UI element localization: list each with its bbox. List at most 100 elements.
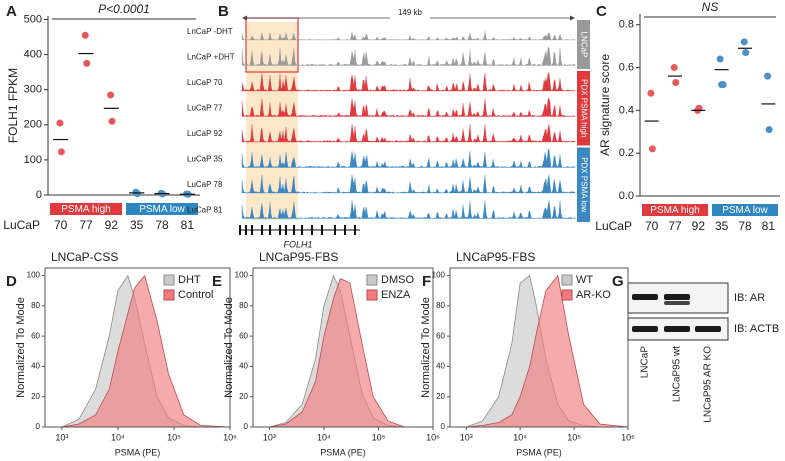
y-tick-label: 0.0 — [619, 190, 634, 202]
legend-label: WT — [576, 274, 593, 286]
row-label: IB: AR — [734, 292, 765, 304]
legend-swatch — [163, 274, 175, 286]
histogram-area — [466, 274, 629, 428]
data-point — [107, 91, 115, 99]
group-label: PSMA high — [650, 205, 699, 216]
y-tick-label: 80 — [31, 301, 40, 310]
group-side-bar — [577, 147, 590, 222]
panel-letter: G — [612, 273, 624, 290]
y-tick-label: 0.8 — [619, 19, 634, 31]
group-bar — [642, 204, 708, 216]
legend-swatch — [366, 289, 378, 301]
panel-letter: B — [218, 3, 229, 20]
y-axis-label: Normalized To Mode — [420, 297, 432, 398]
x-axis-label: LuCaP — [3, 218, 40, 232]
y-axis-label: Normalized To Mode — [223, 297, 235, 398]
data-point — [648, 145, 656, 153]
panel-letter: A — [6, 3, 17, 20]
x-tick-label: 81 — [181, 218, 195, 232]
track-label: LuCaP 78 — [187, 180, 223, 189]
histogram-area — [269, 278, 433, 428]
exon — [239, 225, 241, 235]
y-tick-label: 100 — [27, 271, 41, 280]
exon — [301, 225, 303, 235]
track-label: LuCaP 70 — [187, 78, 223, 87]
track-label: LnCaP -DHT — [187, 27, 233, 36]
group-label: PSMA low — [139, 204, 185, 215]
y-tick-label: 40 — [239, 362, 248, 371]
legend-label: Control — [178, 289, 213, 301]
panel-letter: D — [6, 273, 17, 290]
chart-title: LNCaP95-FBS — [456, 250, 535, 264]
x-tick-label: 10⁴ — [513, 432, 527, 442]
y-tick-label: 100 — [235, 271, 249, 280]
exon — [251, 225, 253, 235]
y-axis-label: AR signature score — [598, 54, 612, 156]
track-signal — [241, 123, 576, 143]
x-tick-label: 10⁵ — [567, 432, 581, 442]
data-point — [742, 49, 750, 57]
data-point — [83, 59, 91, 67]
lane-label: LNCaP95 wt — [672, 346, 683, 402]
x-tick-label: 77 — [79, 218, 93, 232]
y-tick-label: 500 — [24, 13, 42, 25]
band — [632, 326, 658, 332]
y-tick-label: 20 — [239, 392, 248, 401]
x-tick-label: 78 — [155, 218, 169, 232]
y-tick-label: 0 — [441, 422, 446, 431]
data-point — [740, 38, 748, 46]
y-tick-label: 60 — [436, 331, 445, 340]
y-tick-label: 20 — [31, 392, 40, 401]
group-label: PSMA high — [61, 204, 110, 215]
group-bar — [126, 203, 198, 215]
group-side-bar — [577, 71, 590, 146]
data-point — [81, 31, 89, 39]
chart-title: LNCaP-CSS — [51, 250, 118, 264]
data-point — [719, 81, 727, 89]
exon — [293, 225, 295, 235]
y-tick-label: 400 — [24, 49, 42, 61]
x-tick-label: 81 — [762, 219, 776, 233]
track-signal — [241, 72, 576, 92]
panel-letter: E — [212, 273, 222, 290]
x-tick-label: 35 — [715, 219, 729, 233]
x-tick-label: 77 — [668, 219, 682, 233]
legend-label: AR-KO — [576, 289, 611, 301]
y-axis-label: Normalized To Mode — [15, 297, 27, 398]
y-tick-label: 100 — [24, 154, 42, 166]
panel-letter: F — [422, 273, 431, 290]
row-label: IB: ACTB — [734, 323, 779, 335]
x-axis-label: PSMA (PE) — [320, 447, 366, 457]
annotation: NS — [702, 0, 719, 14]
group-bar — [50, 203, 122, 215]
exon — [321, 225, 323, 235]
exon — [354, 225, 356, 235]
y-tick-label: 0.6 — [619, 61, 634, 73]
plot-frame — [449, 267, 629, 428]
legend-swatch — [561, 274, 573, 286]
x-axis-label: PSMA (PE) — [516, 447, 562, 457]
lane-label: LNCaP95 AR KO — [703, 346, 714, 423]
data-point — [133, 190, 141, 198]
x-tick-label: 70 — [645, 219, 659, 233]
track-signal — [241, 200, 576, 219]
annotation: P<0.0001 — [98, 2, 150, 16]
legend-label: ENZA — [381, 289, 411, 301]
y-tick-label: 0 — [36, 422, 41, 431]
group-bar — [712, 204, 778, 216]
exon — [269, 225, 271, 235]
scale-bg — [390, 8, 430, 20]
x-tick-label: 70 — [54, 218, 68, 232]
data-point — [716, 55, 724, 63]
exon — [311, 225, 313, 235]
histogram-area — [61, 274, 231, 428]
data-point — [764, 72, 772, 80]
x-tick-label: 10⁴ — [111, 432, 125, 442]
y-tick-label: 20 — [436, 392, 445, 401]
gene-label: FOLH1 — [283, 239, 312, 249]
y-tick-label: 0.4 — [619, 104, 634, 116]
track-signal — [241, 47, 576, 66]
y-tick-label: 0 — [36, 189, 42, 201]
x-tick-label: 10⁶ — [426, 432, 440, 442]
